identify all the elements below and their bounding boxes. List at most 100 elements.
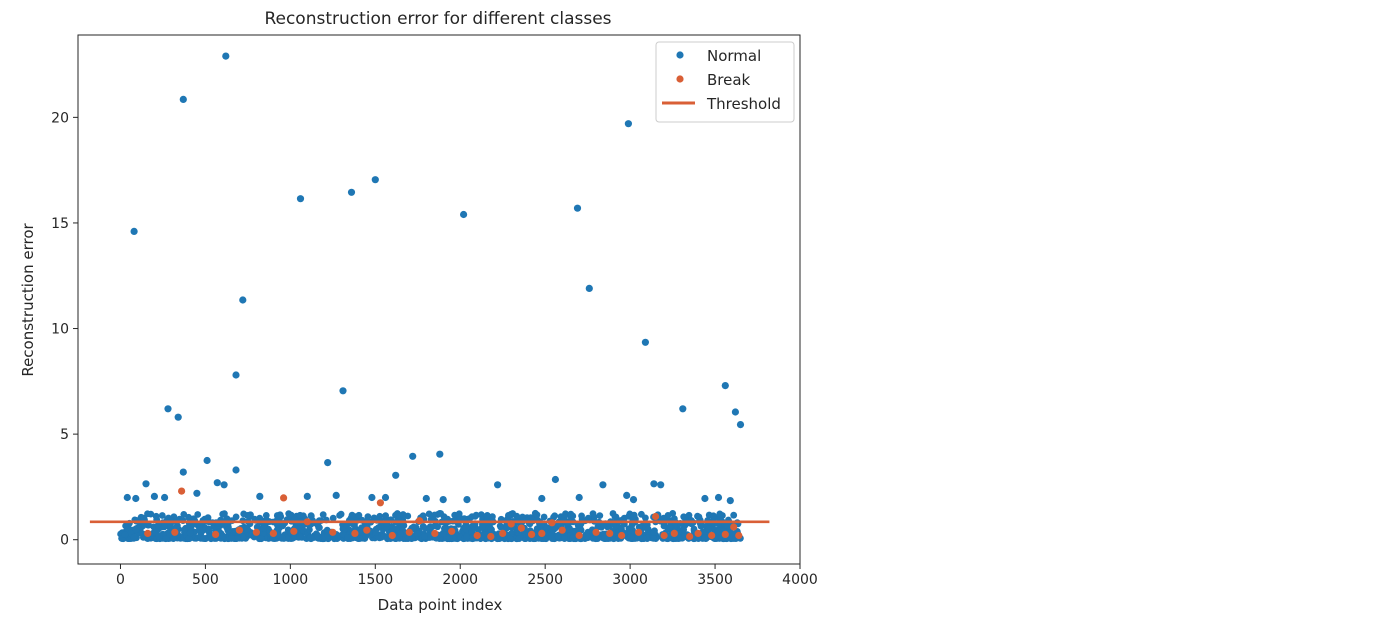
break-point <box>487 532 495 541</box>
normal-point <box>147 510 155 518</box>
normal-point <box>232 466 240 474</box>
normal-point <box>351 521 358 529</box>
normal-point <box>445 534 453 541</box>
break-point <box>575 531 583 540</box>
normal-point <box>538 494 546 503</box>
normal-point <box>154 521 162 529</box>
normal-point <box>144 521 152 529</box>
normal-point <box>140 514 148 522</box>
break-point <box>212 530 220 539</box>
break-point <box>405 528 413 536</box>
normal-point <box>239 533 246 541</box>
normal-point <box>239 296 247 304</box>
normal-point <box>256 492 264 500</box>
normal-point <box>565 526 573 533</box>
x-tick-label: 500 <box>192 572 219 588</box>
normal-point <box>223 515 231 523</box>
normal-point <box>694 512 701 520</box>
normal-point <box>736 421 745 429</box>
normal-point <box>441 525 448 532</box>
normal-point <box>548 530 556 538</box>
normal-point <box>232 371 240 379</box>
normal-point <box>567 510 575 518</box>
legend-normal-label: Normal <box>707 47 761 65</box>
normal-point <box>680 526 687 533</box>
normal-point <box>185 513 193 521</box>
normal-point <box>472 511 480 519</box>
normal-point <box>392 471 400 479</box>
normal-point <box>196 526 203 533</box>
normal-point <box>487 525 495 533</box>
normal-point <box>585 284 593 292</box>
normal-point <box>596 512 604 519</box>
legend-break-marker <box>676 75 684 83</box>
normal-point <box>463 533 471 541</box>
break-point <box>144 529 152 538</box>
normal-point <box>701 494 709 503</box>
break-point <box>670 529 678 538</box>
x-tick-label: 4000 <box>782 572 818 588</box>
x-tick-label: 1500 <box>357 572 393 588</box>
normal-point <box>714 528 722 536</box>
break-point <box>269 529 277 538</box>
normal-point <box>219 510 227 518</box>
normal-point <box>222 52 230 60</box>
normal-point <box>158 512 166 519</box>
normal-point <box>701 534 709 542</box>
break-point <box>171 528 179 536</box>
normal-point <box>515 535 523 542</box>
normal-point <box>121 531 129 538</box>
normal-point <box>372 529 380 536</box>
normal-point <box>355 511 363 519</box>
normal-point <box>167 523 175 531</box>
y-axis-ticks: 0 5 10 15 20 <box>51 110 78 549</box>
normal-point <box>296 195 305 203</box>
normal-point <box>425 526 433 534</box>
normal-point <box>627 533 635 541</box>
normal-point <box>348 511 356 519</box>
normal-point <box>584 514 592 522</box>
normal-point <box>382 512 389 520</box>
normal-point <box>436 450 444 458</box>
normal-point <box>344 533 351 541</box>
normal-point <box>257 535 265 542</box>
normal-point <box>690 525 698 533</box>
normal-point <box>347 188 356 196</box>
break-point <box>735 531 743 540</box>
break-point <box>686 532 694 541</box>
normal-point <box>460 210 468 219</box>
normal-point <box>569 534 576 542</box>
normal-point <box>675 534 683 542</box>
normal-point <box>232 513 240 521</box>
break-point <box>558 526 566 534</box>
normal-point <box>421 533 428 540</box>
x-tick-label: 3000 <box>612 572 648 588</box>
normal-point <box>132 526 140 533</box>
normal-point <box>503 524 511 532</box>
normal-point <box>432 522 440 530</box>
break-point <box>721 530 729 539</box>
normal-point <box>494 481 502 489</box>
normal-point <box>186 529 194 537</box>
normal-point <box>336 512 343 519</box>
break-point <box>694 529 702 538</box>
normal-point <box>142 480 150 488</box>
normal-point <box>329 514 337 522</box>
normal-point <box>422 494 430 503</box>
normal-point <box>578 512 585 520</box>
break-point <box>660 531 668 540</box>
normal-point <box>670 515 678 522</box>
normal-point <box>132 494 140 503</box>
x-tick-label: 0 <box>116 572 125 588</box>
normal-point <box>397 530 404 538</box>
chart-title: Reconstruction error for different class… <box>264 9 611 29</box>
break-point <box>290 527 298 535</box>
normal-point <box>726 497 734 505</box>
normal-point <box>185 535 193 542</box>
normal-point <box>303 492 311 500</box>
y-tick-label: 10 <box>51 322 69 338</box>
normal-point <box>644 525 652 533</box>
normal-point <box>380 532 388 540</box>
normal-point <box>399 511 407 518</box>
break-point <box>329 528 337 536</box>
